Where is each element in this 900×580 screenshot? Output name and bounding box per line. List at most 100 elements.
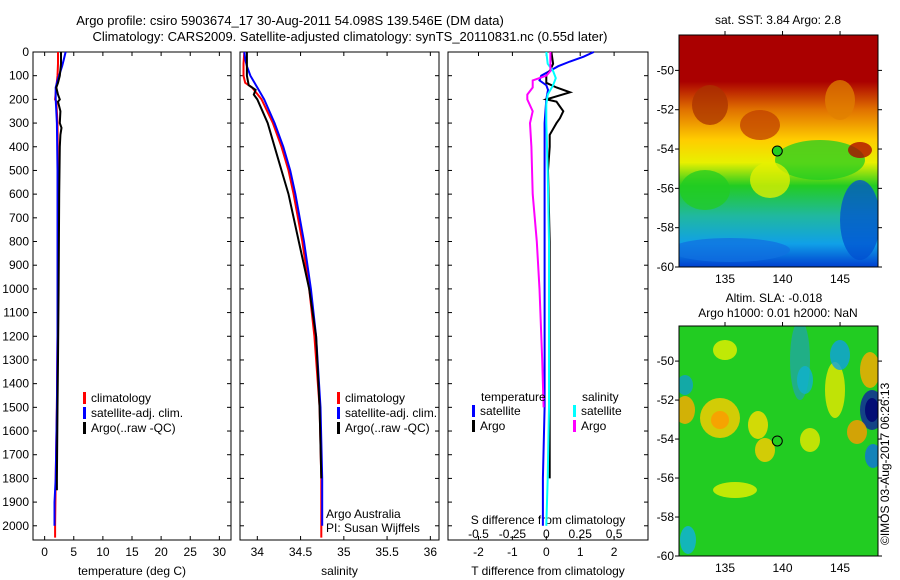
x-tick-label: 135 (715, 272, 735, 286)
legend-label: Argo (480, 419, 506, 433)
legend-swatch (83, 407, 86, 419)
legend-title-temperature: temperature (481, 390, 546, 404)
x-tick-label: 36 (424, 545, 438, 559)
legend-swatch (472, 420, 475, 432)
temperature-panel: 0100200300400500600700800900100011001200… (2, 45, 232, 578)
legend-title-salinity: salinity (582, 390, 619, 404)
y-tick-label: 900 (9, 258, 29, 272)
legend-swatch (83, 422, 86, 434)
x-tick-label: 145 (830, 561, 850, 575)
legend-label: satellite (581, 404, 622, 418)
legend-label: satellite (480, 404, 521, 418)
salinity-panel: 34 34.5 35 35.5 36 salinity climatologysatelli… (239, 51, 440, 578)
y-tick-label: -50 (657, 63, 675, 77)
annotation-line: Argo Australia (326, 507, 401, 521)
copyright-label: ©IMOS 03-Aug-2017 06:26:13 (878, 382, 892, 545)
plot-frame (239, 51, 440, 541)
sla-patch (748, 411, 768, 439)
sst-patch (740, 110, 780, 140)
legend-swatch (472, 405, 475, 417)
sst-patch (750, 162, 790, 198)
y-tick-label: 1700 (2, 448, 29, 462)
s-tick-label: 0 (543, 527, 550, 541)
sla-patch (860, 352, 878, 388)
y-tick-label: -58 (657, 510, 675, 524)
series-line-argo-raw-qc- (245, 52, 323, 479)
y-tick-label: 1400 (2, 377, 29, 391)
sst-patch (840, 180, 878, 260)
x-tick-label: 140 (773, 272, 793, 286)
x-axis-label: temperature (deg C) (78, 564, 186, 578)
x-axis-label: salinity (321, 564, 358, 578)
argo-location-marker (771, 435, 783, 447)
legend-label: Argo(..raw -QC) (91, 421, 176, 435)
y-tick-label: 1000 (2, 282, 29, 296)
y-tick-label: 1100 (3, 306, 29, 320)
y-tick-label: -60 (657, 260, 675, 274)
x-tick-label: 25 (184, 545, 198, 559)
y-tick-label: 600 (9, 187, 29, 201)
y-tick-label: 2000 (2, 519, 29, 533)
y-tick-label: 200 (9, 92, 29, 106)
legend-swatch (573, 405, 576, 417)
sla-patch (825, 362, 845, 418)
map-frame (678, 325, 879, 557)
legend-swatch (573, 420, 576, 432)
legend-label: climatology (345, 391, 405, 405)
legend-label: climatology (91, 391, 151, 405)
sla-patch (679, 396, 695, 424)
sst-map-panel: sat. SST: 3.84 Argo: 2.8 135 140 145 -50 -52 -… (657, 13, 882, 286)
x-tick-label: 1 (577, 545, 584, 559)
x-tick-label: 15 (125, 545, 139, 559)
s-tick-label: 0.5 (606, 527, 623, 541)
sst-patch (692, 85, 728, 125)
top-axis-label: S difference from climatology (471, 513, 626, 527)
y-tick-label: 1900 (2, 495, 29, 509)
y-tick-label: -50 (657, 354, 675, 368)
y-tick-label: 500 (9, 163, 29, 177)
map-frame (678, 34, 879, 268)
sst-patch (848, 142, 872, 158)
x-tick-label: 2 (611, 545, 618, 559)
y-tick-label: 0 (22, 45, 29, 59)
x-tick-label: 35.5 (375, 545, 399, 559)
legend-swatch (337, 407, 340, 419)
s-tick-label: 0.25 (569, 527, 593, 541)
sla-patch (713, 340, 737, 360)
y-tick-label: 1300 (2, 353, 29, 367)
y-tick-label: 800 (9, 235, 29, 249)
legend-swatch (337, 392, 340, 404)
sst-patch (680, 170, 730, 210)
argo-location-marker (771, 145, 783, 157)
y-tick-label: -56 (657, 471, 675, 485)
sla-patch (847, 420, 867, 444)
x-tick-label: 20 (154, 545, 168, 559)
difference-panel: -2 -1 0 1 2 T difference from climatology S di… (447, 51, 649, 578)
sla-patch (865, 444, 878, 468)
y-tick-label: -58 (657, 221, 675, 235)
map-subtitle: Argo h1000: 0.01 h2000: NaN (698, 306, 857, 320)
y-tick-label: -54 (657, 432, 675, 446)
plot-frame (32, 51, 232, 541)
title-line-1: Argo profile: csiro 5903674_17 30-Aug-20… (76, 13, 504, 28)
sla-patch (797, 366, 813, 394)
x-tick-label: 34.5 (289, 545, 313, 559)
y-tick-label: 100 (9, 69, 29, 83)
y-tick-label: 1200 (2, 329, 29, 343)
legend-label: satellite-adj. clim. (91, 406, 183, 420)
s-tick-label: -0.25 (499, 527, 527, 541)
sst-patch (679, 238, 790, 262)
y-tick-label: 1800 (2, 471, 29, 485)
map-title: Altim. SLA: -0.018 (726, 291, 823, 305)
sla-patch (755, 438, 775, 462)
sla-patch (680, 526, 696, 554)
x-axis-label: T difference from climatology (471, 564, 625, 578)
x-tick-label: 0 (41, 545, 48, 559)
sla-patch (865, 398, 878, 422)
y-tick-label: 1500 (2, 400, 29, 414)
sst-patch (775, 140, 865, 180)
x-tick-label: 140 (773, 561, 793, 575)
x-tick-label: -2 (473, 545, 484, 559)
map-field (679, 35, 878, 267)
series-line-argo-raw-qc- (55, 52, 63, 491)
